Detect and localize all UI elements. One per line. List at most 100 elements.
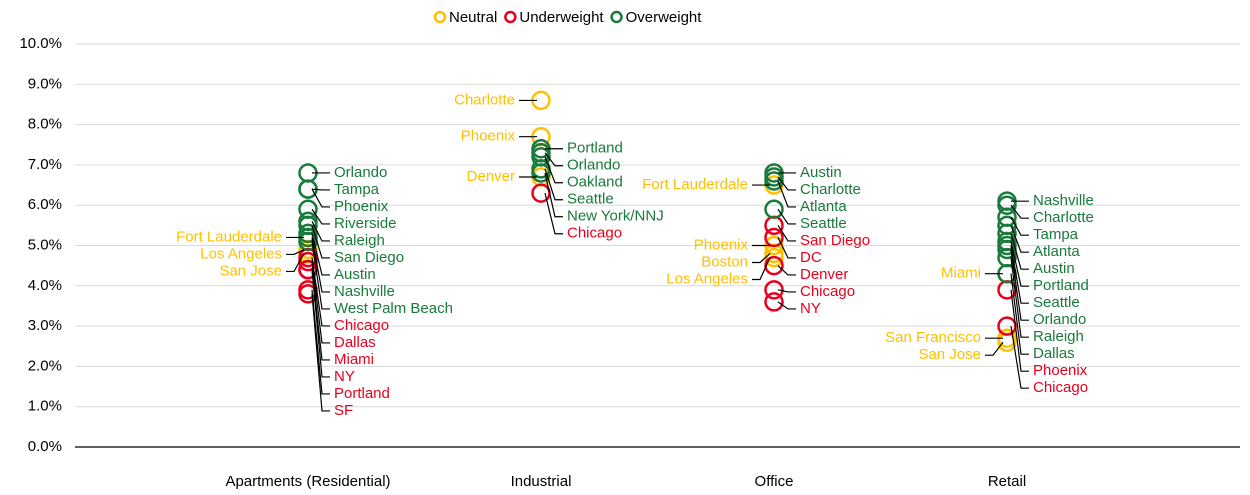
point-label: Orlando [1033, 311, 1086, 328]
leader-line [1010, 326, 1029, 389]
leader-line [286, 248, 305, 256]
point-label: New York/NNJ [567, 208, 664, 225]
legend-label: Underweight [519, 9, 604, 26]
leader-line [311, 237, 330, 293]
point-label: Chicago [567, 225, 622, 242]
leader-line [1010, 233, 1029, 270]
y-tick-label: 2.0% [28, 357, 62, 374]
point-label: Orlando [334, 164, 387, 181]
point-label: Phoenix [334, 198, 389, 215]
point [764, 171, 784, 191]
leader-line [311, 221, 330, 242]
y-tick-label: 9.0% [28, 75, 62, 92]
point-label: Chicago [334, 317, 389, 334]
point-label: Nashville [1033, 192, 1094, 209]
leader-line [777, 180, 796, 208]
leader-line [311, 188, 330, 208]
leader-line [777, 301, 796, 310]
leader-line [544, 152, 563, 167]
point-label: Riverside [334, 215, 397, 232]
x-tick-label: Industrial [511, 473, 572, 490]
point-label: Nashville [334, 283, 395, 300]
leader-line [311, 269, 330, 378]
point-label: Los Angeles [666, 270, 748, 287]
leader-line [311, 293, 330, 412]
point [764, 227, 784, 248]
point-label: Tampa [334, 181, 380, 198]
leader-line [544, 192, 563, 235]
point [764, 199, 784, 219]
leader-line [544, 168, 563, 201]
legend: Neutral Underweight Overweight [433, 9, 703, 26]
leader-line [777, 237, 796, 259]
point-label: Los Angeles [200, 245, 282, 262]
x-tick-label: Office [755, 473, 794, 490]
legend-marker [504, 10, 517, 24]
point-label: Seattle [800, 215, 847, 232]
leader-line [311, 225, 330, 259]
leader-line [1010, 245, 1029, 304]
point-label: Miami [941, 265, 981, 282]
point-label: Austin [334, 266, 376, 283]
leader-line [752, 257, 771, 281]
leader-line [1010, 249, 1029, 321]
legend-marker [610, 10, 623, 24]
leader-line [311, 261, 330, 344]
y-tick-label: 5.0% [28, 236, 62, 253]
point-label: Portland [567, 140, 623, 157]
point-label: Charlotte [800, 181, 861, 198]
point-label: Denver [467, 168, 515, 185]
point-label: San Jose [918, 346, 981, 363]
point-label: West Palm Beach [334, 300, 453, 317]
leader-line [777, 265, 796, 276]
y-tick-label: 8.0% [28, 116, 62, 133]
point-label: Dallas [334, 334, 376, 351]
y-tick-label: 1.0% [28, 398, 62, 415]
point [531, 143, 551, 163]
leader-line [311, 241, 330, 310]
point-label: Chicago [1033, 379, 1088, 396]
point-label: Tampa [1033, 226, 1079, 243]
point-label: Dallas [1033, 345, 1075, 362]
leader-line [777, 176, 796, 191]
point-label: Phoenix [461, 128, 516, 145]
point-label: Phoenix [1033, 362, 1088, 379]
point [764, 292, 784, 312]
point-label: San Francisco [885, 329, 981, 346]
legend-label: Neutral [449, 9, 497, 26]
point-label: Phoenix [694, 236, 749, 253]
leader-line [544, 156, 563, 184]
point-label: Chicago [800, 283, 855, 300]
point [764, 255, 784, 276]
leader-line [311, 257, 330, 327]
point [997, 195, 1017, 215]
point-label: Austin [1033, 260, 1075, 277]
leader-line [752, 253, 771, 264]
point-label: Charlotte [1033, 209, 1094, 226]
y-tick-label: 7.0% [28, 156, 62, 173]
leader-line [311, 289, 330, 395]
leader-line [1010, 257, 1029, 338]
point-label: Denver [800, 266, 848, 283]
legend-label: Overweight [626, 9, 703, 26]
point-label: Miami [334, 351, 374, 368]
legend-marker [433, 10, 447, 24]
point-label: Fort Lauderdale [176, 228, 282, 245]
point-label: Austin [800, 164, 842, 181]
leader-line [1010, 241, 1029, 287]
point-label: Seattle [567, 191, 614, 208]
point-label: Seattle [1033, 294, 1080, 311]
point-label: Boston [701, 253, 748, 270]
point-label: Portland [1033, 277, 1089, 294]
leader-line [1010, 289, 1029, 372]
point-label: Atlanta [800, 198, 847, 215]
point-label: Oakland [567, 174, 623, 191]
point-label: Raleigh [1033, 328, 1084, 345]
point-label: Portland [334, 385, 390, 402]
leader-line [286, 253, 305, 273]
point-label: SF [334, 402, 353, 419]
leader-line [777, 225, 796, 242]
y-tick-label: 4.0% [28, 277, 62, 294]
point-label: Atlanta [1033, 243, 1080, 260]
